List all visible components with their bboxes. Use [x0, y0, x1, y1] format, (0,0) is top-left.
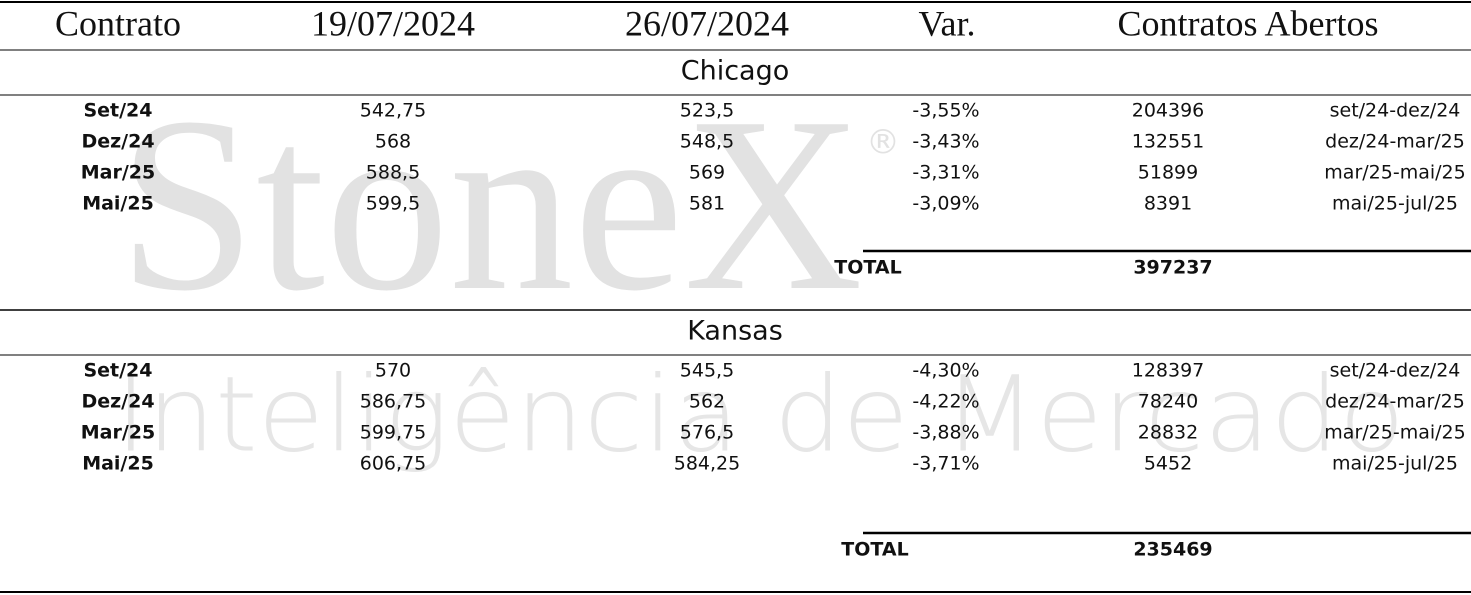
- cell: 606,75: [360, 453, 426, 475]
- cell: 599,5: [366, 193, 420, 215]
- cell: 51899: [1138, 162, 1198, 184]
- cell: 562: [689, 391, 725, 413]
- contract-cell: Mai/25: [82, 193, 154, 215]
- cell: 545,5: [680, 360, 734, 382]
- header-cell: Contratos Abertos: [1118, 3, 1379, 43]
- cell: mar/25-mai/25: [1324, 422, 1465, 444]
- header-cell: 19/07/2024: [311, 3, 475, 43]
- contract-cell: Dez/24: [81, 131, 154, 153]
- cell: mar/25-mai/25: [1324, 162, 1465, 184]
- total-label: TOTAL: [834, 257, 901, 279]
- cell: 584,25: [674, 453, 740, 475]
- contract-cell: Mar/25: [81, 162, 155, 184]
- cell: 5452: [1144, 453, 1192, 475]
- contract-cell: Mai/25: [82, 453, 154, 475]
- total-label: TOTAL: [841, 539, 908, 561]
- cell: 523,5: [680, 100, 734, 122]
- section-title: Chicago: [681, 56, 790, 87]
- header-cell: 26/07/2024: [625, 3, 789, 43]
- contract-cell: Set/24: [83, 100, 152, 122]
- total-value: 397237: [1133, 257, 1212, 279]
- cell: 599,75: [360, 422, 426, 444]
- cell: -3,43%: [912, 131, 979, 153]
- cell: -3,71%: [912, 453, 979, 475]
- cell: mai/25-jul/25: [1332, 193, 1458, 215]
- cell: 586,75: [360, 391, 426, 413]
- cell: 588,5: [366, 162, 420, 184]
- cell: 570: [375, 360, 411, 382]
- watermark-tagline: Inteligência de Mercado: [115, 353, 1405, 475]
- cell: -3,31%: [912, 162, 979, 184]
- cell: 569: [689, 162, 725, 184]
- cell: -4,22%: [912, 391, 979, 413]
- header-cell: Contrato: [55, 3, 181, 43]
- cell: 568: [375, 131, 411, 153]
- cell: set/24-dez/24: [1330, 100, 1461, 122]
- cell: 132551: [1132, 131, 1205, 153]
- cell: 128397: [1132, 360, 1205, 382]
- contract-cell: Dez/24: [81, 391, 154, 413]
- cell: 542,75: [360, 100, 426, 122]
- watermark-brand: StoneX: [118, 66, 863, 343]
- cell: -4,30%: [912, 360, 979, 382]
- cell: set/24-dez/24: [1330, 360, 1461, 382]
- cell: 28832: [1138, 422, 1198, 444]
- contract-cell: Mar/25: [81, 422, 155, 444]
- cell: 78240: [1138, 391, 1198, 413]
- cell: 576,5: [680, 422, 734, 444]
- cell: dez/24-mar/25: [1325, 131, 1465, 153]
- contract-cell: Set/24: [83, 360, 152, 382]
- cell: 581: [689, 193, 725, 215]
- header-cell: Var.: [919, 3, 976, 43]
- cell: 204396: [1132, 100, 1205, 122]
- cell: -3,55%: [912, 100, 979, 122]
- total-value: 235469: [1133, 539, 1212, 561]
- cell: -3,88%: [912, 422, 979, 444]
- cell: mai/25-jul/25: [1332, 453, 1458, 475]
- watermark-registered: ®: [866, 123, 900, 163]
- cell: -3,09%: [912, 193, 979, 215]
- cell: 548,5: [680, 131, 734, 153]
- cell: 8391: [1144, 193, 1192, 215]
- cell: dez/24-mar/25: [1325, 391, 1465, 413]
- section-title: Kansas: [687, 316, 783, 347]
